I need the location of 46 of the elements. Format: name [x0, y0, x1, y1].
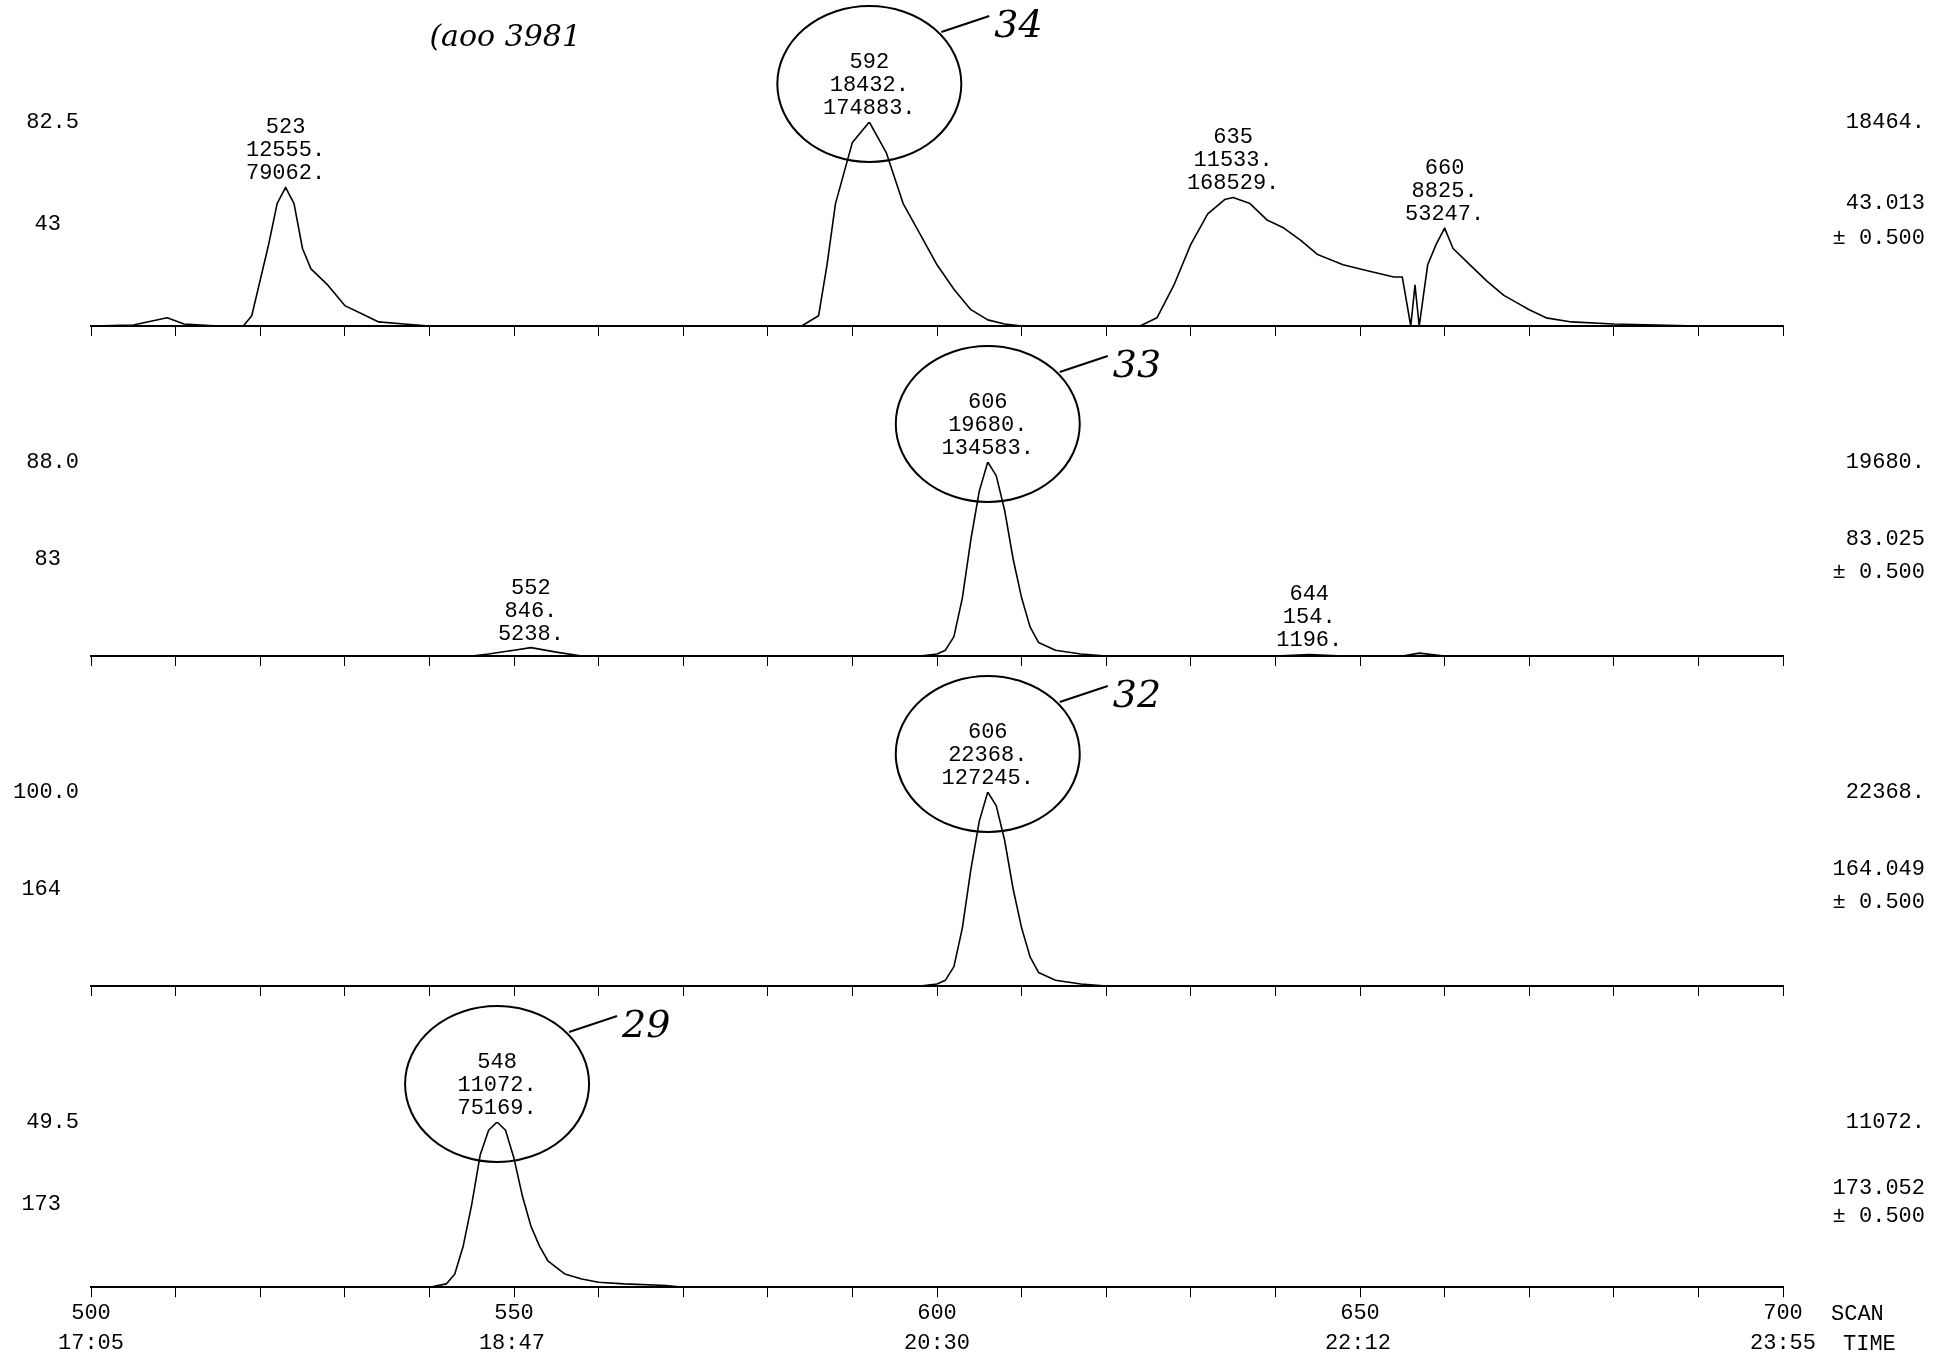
x-tick-label: 600 — [917, 1301, 957, 1327]
x2-tick-label: 23:55 — [1749, 1330, 1817, 1356]
annotation: 606 22368. 127245. — [941, 720, 1034, 791]
text: 18464. — [1845, 109, 1925, 135]
text: 164 — [21, 876, 61, 902]
annotation: 660 8825. 53247. — [1404, 156, 1485, 228]
annotation: 592 18432. 174883. — [823, 50, 916, 121]
x-tick-label: 500 — [71, 1301, 111, 1327]
text: 29 — [621, 1001, 671, 1046]
text: ± 0.500 — [1832, 1203, 1925, 1229]
x2-axis-title: TIME — [1843, 1332, 1896, 1358]
text: 43.013 — [1845, 191, 1925, 217]
text: 164.049 — [1832, 857, 1925, 883]
annotation: 635 11533. 168529. — [1186, 125, 1280, 197]
annotation: 548 11072. 75169. — [457, 1050, 537, 1121]
x2-tick-label: 18:47 — [478, 1330, 545, 1356]
text: 88.0 — [26, 449, 79, 475]
annotation: 552 846. 5238. — [497, 575, 564, 647]
x-tick-label: 550 — [494, 1301, 534, 1327]
annotation: 606 19680. 134583. — [941, 390, 1034, 461]
text: ± 0.500 — [1832, 890, 1925, 916]
text: 32 — [1112, 671, 1162, 716]
text: 11072. — [1845, 1109, 1925, 1135]
x-tick-label: 700 — [1763, 1301, 1803, 1327]
text: 100.0 — [12, 779, 79, 805]
text: 49.5 — [26, 1109, 79, 1135]
text: 83 — [34, 546, 61, 572]
text: ± 0.500 — [1832, 560, 1925, 586]
text: 173 — [21, 1192, 61, 1218]
text: 83.025 — [1845, 527, 1925, 553]
text: (aoo 3981 — [429, 17, 582, 53]
text: 173.052 — [1832, 1175, 1925, 1201]
text: 43 — [34, 211, 61, 237]
x-axis-title: SCAN — [1831, 1302, 1884, 1328]
x2-tick-label: 17:05 — [57, 1330, 125, 1356]
annotation: 644 154. 1196. — [1276, 582, 1343, 654]
x-tick-label: 650 — [1340, 1301, 1380, 1327]
text: 19680. — [1845, 449, 1925, 475]
text: 82.5 — [26, 109, 79, 135]
annotation: 523 12555. 79062. — [245, 115, 326, 187]
x2-tick-label: 22:12 — [1324, 1330, 1391, 1356]
text: 22368. — [1845, 779, 1925, 805]
text: ± 0.500 — [1832, 226, 1925, 252]
x2-tick-label: 20:30 — [903, 1330, 971, 1356]
text: 33 — [1112, 341, 1162, 386]
text: 34 — [994, 1, 1043, 46]
